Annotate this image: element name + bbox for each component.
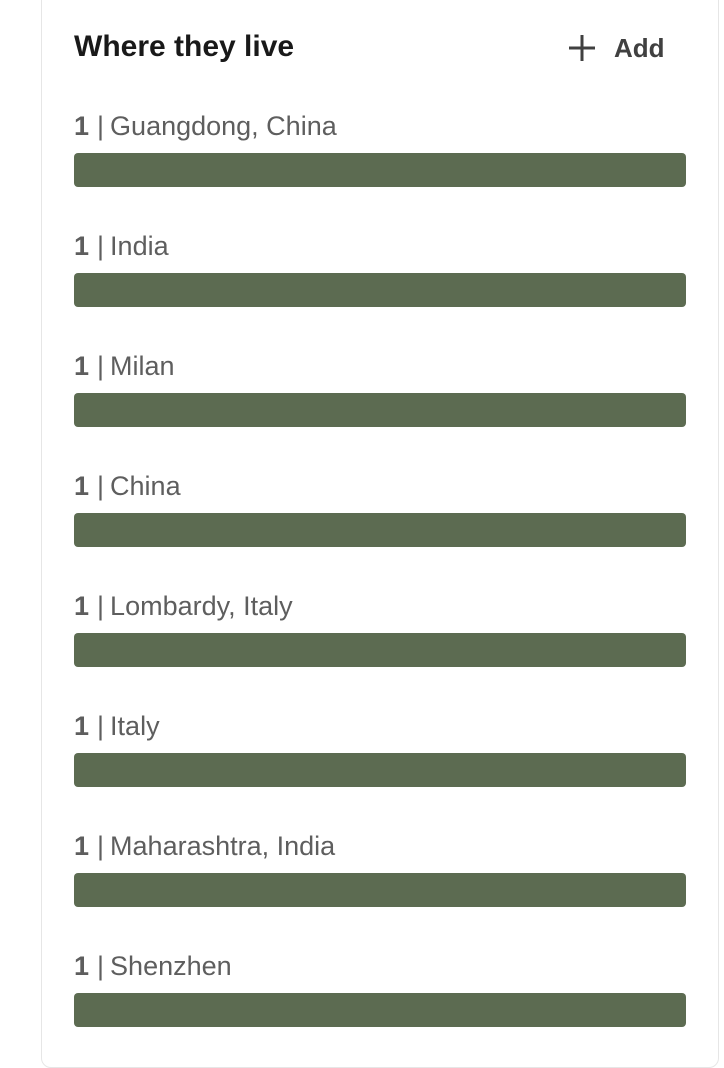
location-bar-track [74,513,686,547]
add-button[interactable]: Add [568,28,665,68]
location-bar-track [74,633,686,667]
location-separator: | [97,591,105,621]
location-bar-track [74,393,686,427]
location-name: Milan [110,351,175,381]
location-separator: | [97,711,105,741]
card-header: Where they live Add [74,26,674,70]
location-count: 1 [74,231,90,261]
location-label: 1 | Italy [74,708,160,744]
location-bar [74,153,686,187]
location-count: 1 [74,711,90,741]
location-bar [74,273,686,307]
location-bar-track [74,993,686,1027]
location-bar [74,633,686,667]
plus-icon [568,34,596,62]
location-row: 1 | Maharashtra, India [74,820,686,940]
card-title: Where they live [74,30,295,63]
location-count: 1 [74,591,90,621]
location-row: 1 | India [74,220,686,340]
location-label: 1 | India [74,228,169,264]
location-bar-track [74,873,686,907]
location-row: 1 | Italy [74,700,686,820]
location-count: 1 [74,471,90,501]
location-row: 1 | Shenzhen [74,940,686,1060]
location-name: Italy [110,711,160,741]
location-count: 1 [74,111,90,141]
location-separator: | [97,951,105,981]
add-button-label: Add [614,32,665,63]
location-name: China [110,471,181,501]
location-row: 1 | Guangdong, China [74,100,686,220]
location-label: 1 | Milan [74,348,175,384]
location-bar [74,513,686,547]
location-label: 1 | Shenzhen [74,948,232,984]
location-count: 1 [74,951,90,981]
location-label: 1 | China [74,468,181,504]
location-count: 1 [74,831,90,861]
location-name: India [110,231,169,261]
location-bar [74,753,686,787]
location-bar [74,993,686,1027]
location-row: 1 | China [74,460,686,580]
location-name: Shenzhen [110,951,232,981]
location-bar [74,873,686,907]
location-bar [74,393,686,427]
location-row: 1 | Lombardy, Italy [74,580,686,700]
location-list: 1 | Guangdong, China 1 | India 1 | Milan 1 | China 1… [74,100,686,1060]
location-bar-track [74,273,686,307]
location-separator: | [97,351,105,381]
location-separator: | [97,231,105,261]
location-bar-track [74,153,686,187]
location-row: 1 | Milan [74,340,686,460]
location-separator: | [97,111,105,141]
location-name: Guangdong, China [110,111,337,141]
location-label: 1 | Guangdong, China [74,108,337,144]
location-name: Lombardy, Italy [110,591,293,621]
location-bar-track [74,753,686,787]
location-label: 1 | Lombardy, Italy [74,588,293,624]
location-label: 1 | Maharashtra, India [74,828,335,864]
location-name: Maharashtra, India [110,831,336,861]
location-separator: | [97,831,105,861]
location-count: 1 [74,351,90,381]
location-separator: | [97,471,105,501]
